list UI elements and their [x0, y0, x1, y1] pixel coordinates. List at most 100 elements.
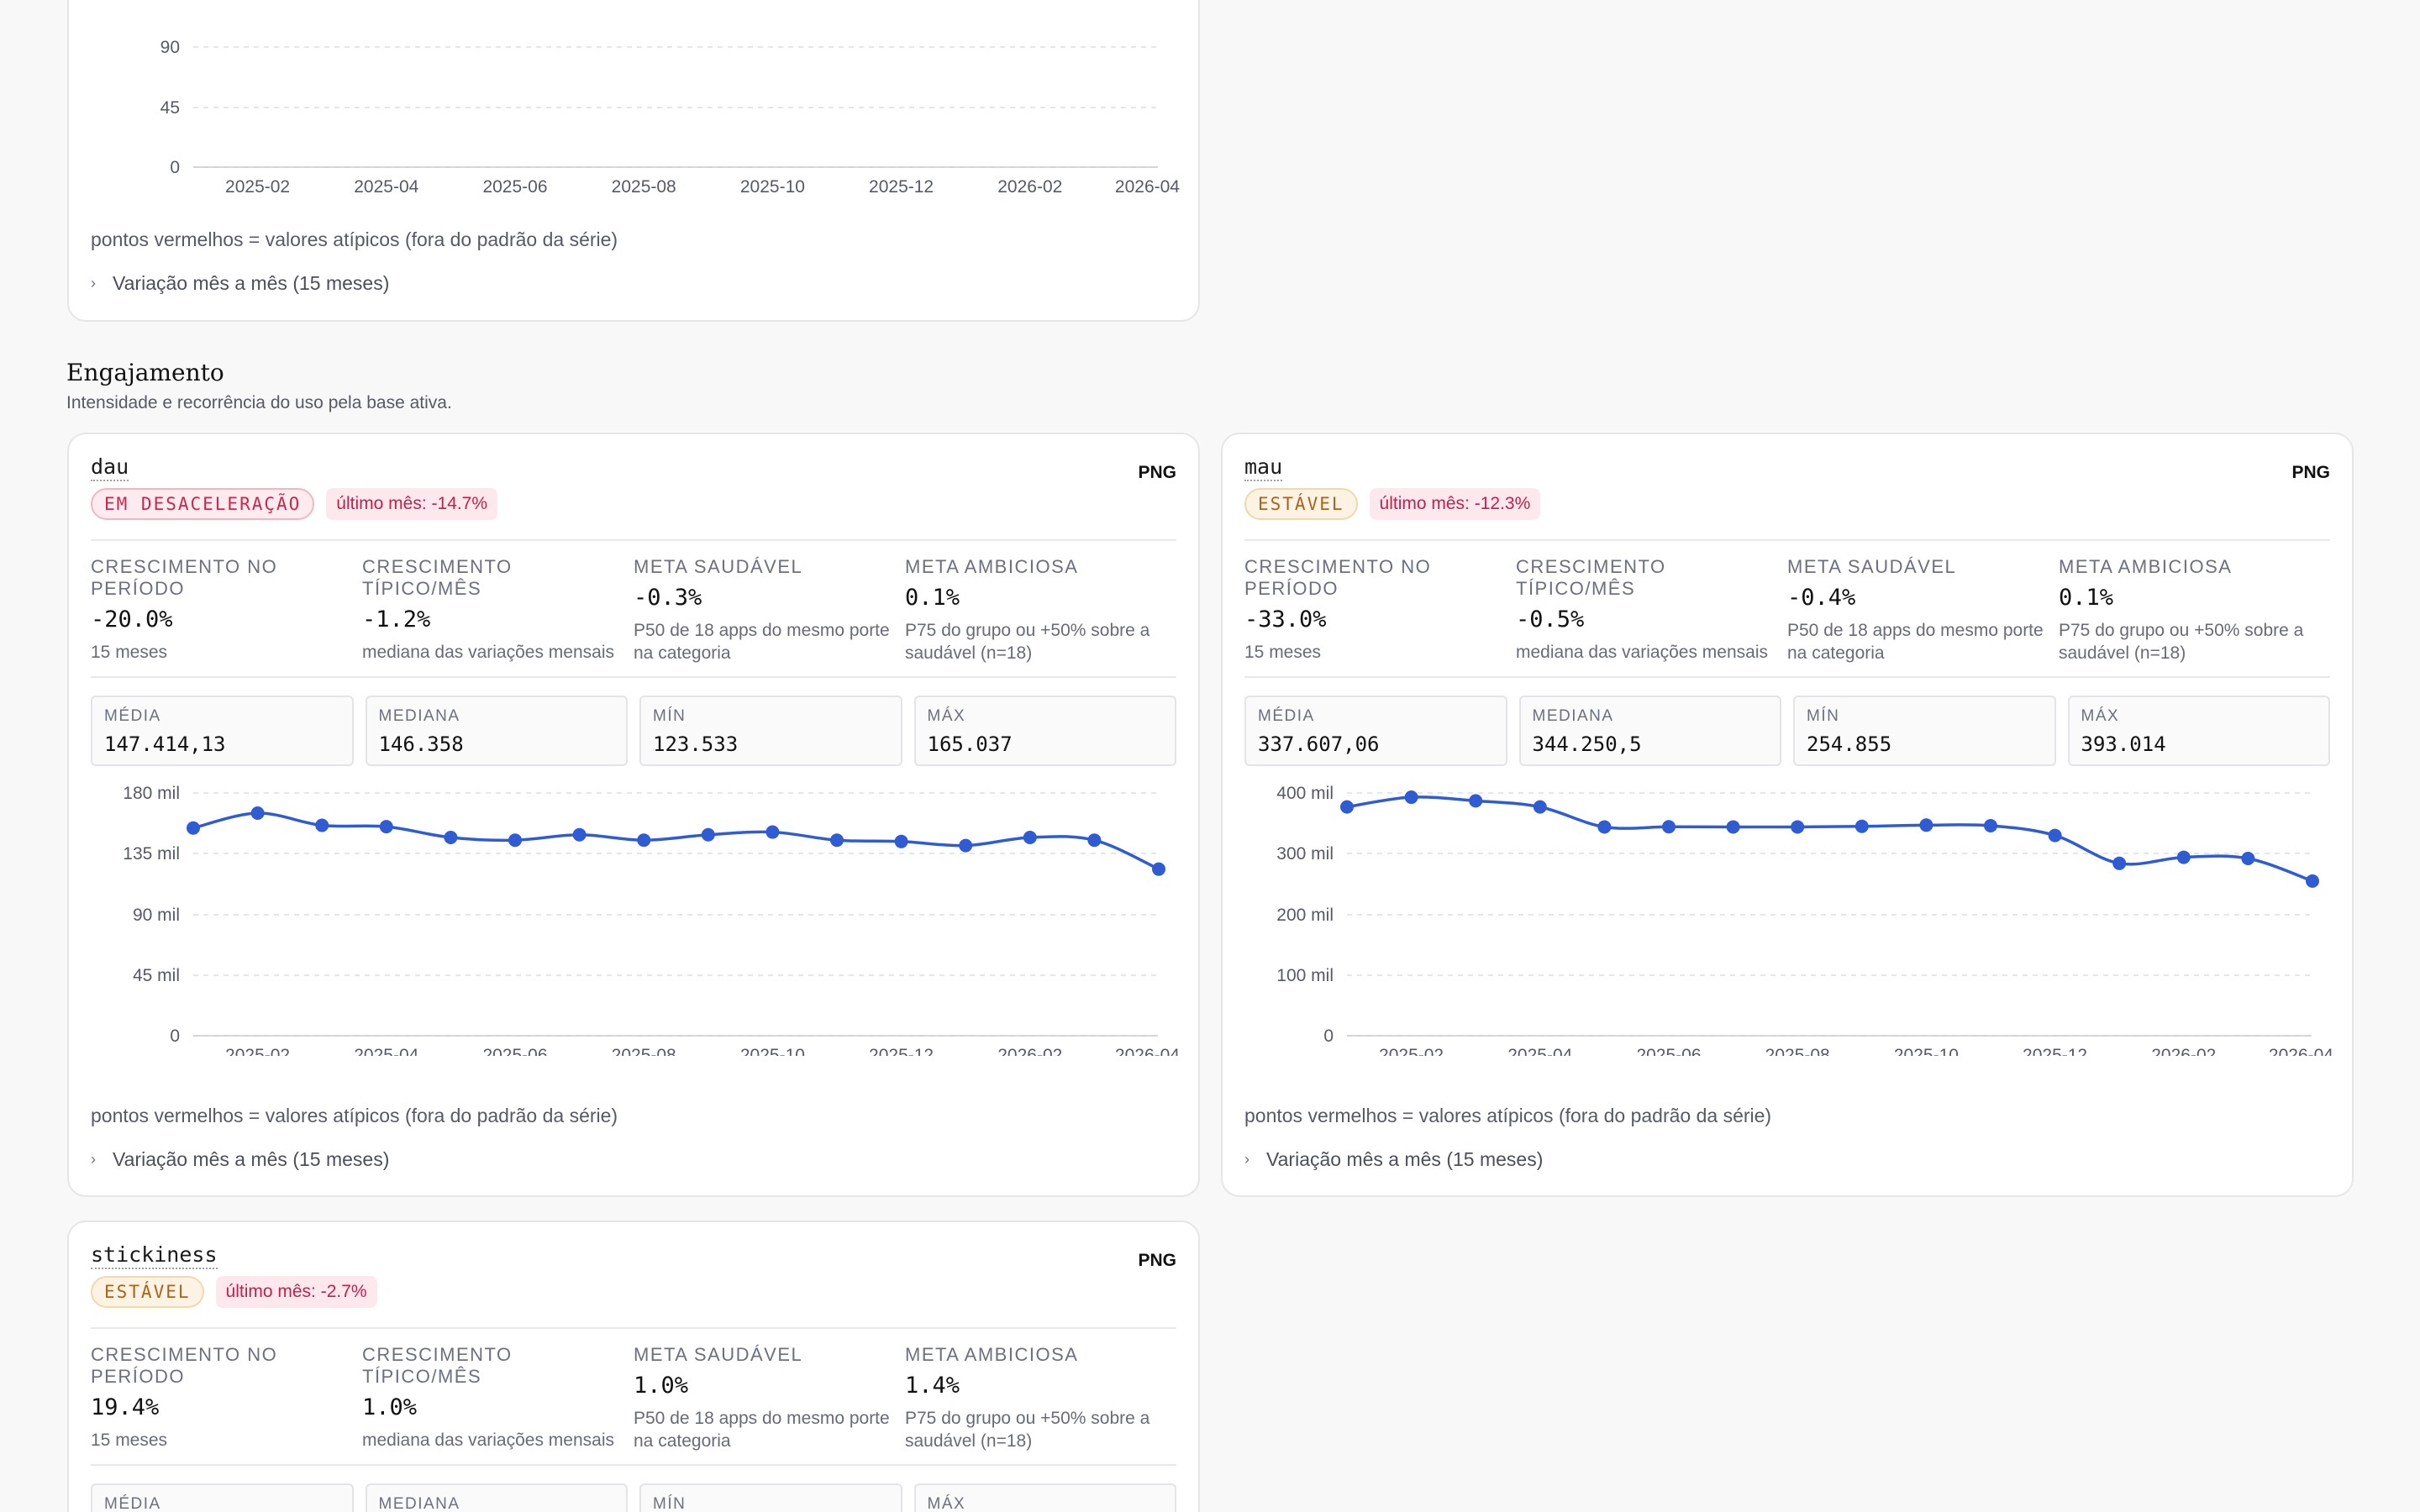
metric-ambitious-target: META AMBICIOSA 0.1% P75 do grupo ou +50%… — [905, 556, 1176, 664]
stat-value: 147.414,13 — [104, 732, 226, 756]
metric-sub: P50 de 18 apps do mesmo porte na categor… — [634, 1409, 890, 1451]
x-tick-label: 2025-04 — [354, 1046, 418, 1056]
variation-toggle[interactable]: › Variação mês a mês (15 meses) — [1244, 1148, 1543, 1171]
stat-label: MÍN — [653, 707, 687, 725]
x-tick-label: 2025-12 — [869, 177, 934, 197]
metric-value: 0.1% — [2059, 585, 2114, 611]
metric-value: -20.0% — [91, 606, 173, 633]
data-point — [1340, 800, 1354, 814]
data-point — [1533, 800, 1547, 814]
y-tick-label: 90 mil — [133, 906, 180, 925]
data-point — [2048, 828, 2062, 843]
stat-label: MÁX — [927, 1495, 966, 1512]
variation-toggle[interactable]: › Variação mês a mês (15 meses) — [91, 272, 389, 295]
series-line — [192, 811, 1160, 871]
x-tick-label: 2025-04 — [1507, 1046, 1572, 1056]
metric-label: META SAUDÁVEL — [1787, 556, 1957, 577]
metric-sub: mediana das variações mensais — [362, 643, 614, 662]
data-point — [1152, 862, 1165, 876]
metric-label: META SAUDÁVEL — [634, 1344, 803, 1365]
stat-value: 344.250,5 — [1532, 732, 1642, 756]
mau-card: mau PNG ESTÁVEL último mês: -12.3% CRESC… — [1221, 433, 2354, 1197]
metric-label: CRESCIMENTO TÍPICO/MÊS — [362, 1344, 513, 1387]
metric-period-growth: CRESCIMENTO NO PERÍODO -20.0% 15 meses — [91, 556, 362, 664]
badges: EM DESACELERAÇÃO último mês: -14.7% — [91, 488, 498, 520]
stat-value: 165.037 — [927, 732, 1013, 756]
png-export-button[interactable]: PNG — [2291, 463, 2330, 482]
y-tick-label: 200 mil — [1276, 906, 1334, 925]
variation-toggle-label: Variação mês a mês (15 meses) — [113, 1148, 390, 1170]
data-point — [959, 838, 973, 853]
x-tick-label: 2026-04 — [2269, 1046, 2333, 1056]
x-tick-label: 2026-02 — [997, 1046, 1062, 1056]
y-tick-label: 0 — [170, 1026, 180, 1046]
stat-value: 393.014 — [2081, 732, 2166, 756]
divider — [91, 1327, 1176, 1329]
status-badge: ESTÁVEL — [1244, 488, 1358, 520]
stat-median: MEDIANA — [365, 1483, 628, 1512]
stat-max: MÁX — [913, 1483, 1176, 1512]
stat-median: MEDIANA 344.250,5 — [1518, 696, 1781, 766]
metric-label: META AMBICIOSA — [905, 556, 1079, 577]
divider — [91, 1464, 1176, 1466]
x-tick-label: 2025-12 — [869, 1046, 934, 1056]
metric-healthy-target: META SAUDÁVEL 1.0% P50 de 18 apps do mes… — [634, 1344, 905, 1452]
stats-row: MÉDIA MEDIANA MÍN MÁX — [91, 1483, 1176, 1512]
x-tick-label: 2025-06 — [1636, 1046, 1701, 1056]
stat-label: MEDIANA — [1532, 707, 1614, 725]
data-point — [315, 818, 329, 832]
x-tick-label: 2026-04 — [1115, 1046, 1180, 1056]
metric-ambitious-target: META AMBICIOSA 1.4% P75 do grupo ou +50%… — [905, 1344, 1176, 1452]
stat-label: MÍN — [1807, 707, 1840, 725]
data-point — [508, 833, 522, 848]
data-point — [1662, 820, 1676, 834]
metric-label: CRESCIMENTO TÍPICO/MÊS — [1516, 556, 1666, 599]
metric-sub: mediana das variações mensais — [1516, 643, 1768, 662]
y-tick-label: 135 mil — [123, 844, 180, 864]
y-tick-label: 300 mil — [1276, 844, 1334, 864]
y-tick-label: 0 — [1323, 1026, 1334, 1046]
metric-label: CRESCIMENTO NO PERÍODO — [1244, 556, 1432, 599]
metric-sub: P75 do grupo ou +50% sobre a saudável (n… — [905, 1409, 1150, 1451]
metric-value: -0.3% — [634, 585, 702, 611]
section-title: Engajamento — [66, 359, 224, 386]
x-tick-label: 2025-12 — [2023, 1046, 2087, 1056]
png-export-button[interactable]: PNG — [1138, 463, 1176, 482]
card-title[interactable]: mau — [1244, 456, 1283, 481]
dau-card: dau PNG EM DESACELERAÇÃO último mês: -14… — [67, 433, 1200, 1197]
png-export-button[interactable]: PNG — [1138, 1251, 1176, 1270]
chevron-right-icon: › — [91, 1151, 96, 1168]
outlier-note: pontos vermelhos = valores atípicos (for… — [91, 1105, 618, 1126]
data-point — [830, 833, 844, 848]
card-title[interactable]: stickiness — [91, 1244, 218, 1269]
data-point — [1087, 833, 1102, 848]
metric-sub: 15 meses — [91, 1431, 168, 1450]
data-point — [1023, 830, 1037, 844]
divider — [91, 539, 1176, 541]
y-tick-label: 45 mil — [133, 966, 180, 985]
data-point — [1597, 820, 1612, 834]
metric-value: 19.4% — [91, 1394, 160, 1420]
series-line — [1346, 795, 2313, 883]
top-metric-card: 90 45 0 2025-02 2025-04 2025-06 2025-08 2025-10… — [67, 0, 1200, 322]
data-point — [1404, 790, 1418, 805]
x-tick-label: 2025-06 — [482, 177, 547, 197]
x-tick-label: 2025-10 — [1894, 1046, 1959, 1056]
metric-label: META SAUDÁVEL — [634, 556, 803, 577]
metric-sub: 15 meses — [1244, 643, 1322, 662]
metric-sub: mediana das variações mensais — [362, 1431, 614, 1450]
x-tick-label: 2026-04 — [1115, 177, 1180, 197]
stat-median: MEDIANA 146.358 — [365, 696, 628, 766]
x-tick-label: 2025-06 — [482, 1046, 547, 1056]
section-subtitle: Intensidade e recorrência do uso pela ba… — [66, 393, 452, 412]
metric-healthy-target: META SAUDÁVEL -0.3% P50 de 18 apps do me… — [634, 556, 905, 664]
last-month-badge: último mês: -2.7% — [215, 1276, 377, 1308]
x-tick-label: 2025-10 — [740, 1046, 805, 1056]
metric-healthy-target: META SAUDÁVEL -0.4% P50 de 18 apps do me… — [1787, 556, 2059, 664]
metric-value: 0.1% — [905, 585, 960, 611]
card-title[interactable]: dau — [91, 456, 129, 481]
data-point — [1726, 820, 1740, 834]
metric-sub: P75 do grupo ou +50% sobre a saudável (n… — [2059, 621, 2304, 663]
variation-toggle[interactable]: › Variação mês a mês (15 meses) — [91, 1148, 389, 1171]
dau-line-chart: 180 mil 135 mil 90 mil 45 mil 0 2025-02 2025-0… — [123, 784, 1180, 1056]
